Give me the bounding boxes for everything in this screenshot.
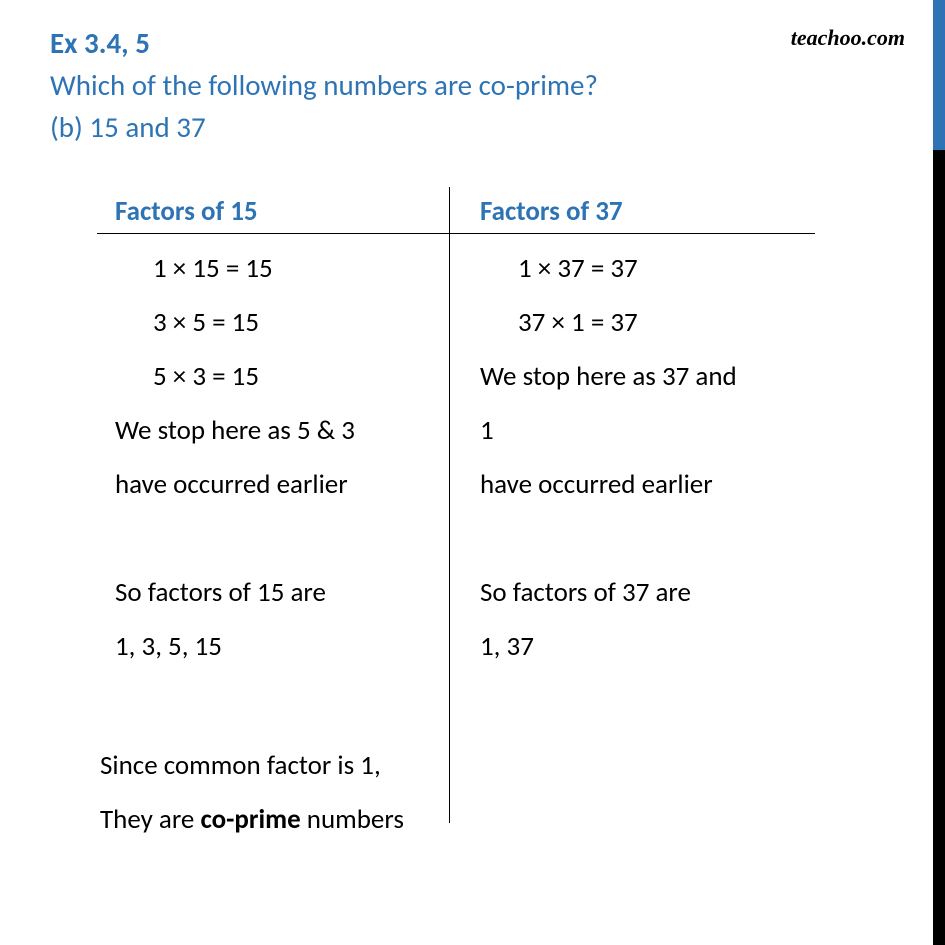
question-text: Which of the following numbers are co-pr…	[50, 67, 885, 103]
right-stop-note-2: have occurred earlier	[480, 458, 755, 512]
question-part: (b) 15 and 37	[50, 109, 885, 145]
factor-row: 5 × 3 = 15	[115, 350, 415, 404]
left-so-2: 1, 3, 5, 15	[115, 620, 415, 674]
factors-table: Factors of 15 1 × 15 = 15 3 × 5 = 15 5 ×…	[105, 195, 885, 694]
right-col-title: Factors of 37	[480, 195, 755, 228]
factor-row: 3 × 5 = 15	[115, 296, 415, 350]
right-stop-note-1: We stop here as 37 and 1	[480, 350, 755, 458]
right-so-1: So factors of 37 are	[480, 566, 755, 620]
factor-row: 1 × 37 = 37	[480, 242, 755, 296]
left-col-title: Factors of 15	[115, 195, 415, 228]
conclusion-line-2: They are co-prime numbers	[100, 793, 885, 847]
factor-row: 1 × 15 = 15	[115, 242, 415, 296]
conclusion-bold: co-prime	[200, 803, 300, 836]
right-so-2: 1, 37	[480, 620, 755, 674]
left-stop-note-1: We stop here as 5 & 3	[115, 404, 415, 458]
spacer	[480, 512, 755, 566]
brand-watermark: teachoo.com	[791, 25, 905, 51]
left-so-1: So factors of 15 are	[115, 566, 415, 620]
vertical-rule	[449, 187, 450, 823]
conclusion-prefix: They are	[100, 803, 200, 836]
conclusion-suffix: numbers	[301, 803, 404, 836]
factor-row: 37 × 1 = 37	[480, 296, 755, 350]
left-stop-note-2: have occurred earlier	[115, 458, 415, 512]
left-column: Factors of 15 1 × 15 = 15 3 × 5 = 15 5 ×…	[105, 195, 445, 694]
conclusion: Since common factor is 1, They are co-pr…	[100, 739, 885, 847]
horizontal-rule	[97, 233, 815, 234]
spacer	[115, 512, 415, 566]
exercise-label: Ex 3.4, 5	[50, 25, 885, 61]
page-content: teachoo.com Ex 3.4, 5 Which of the follo…	[0, 0, 945, 945]
conclusion-line-1: Since common factor is 1,	[100, 739, 885, 793]
right-column: Factors of 37 1 × 37 = 37 37 × 1 = 37 We…	[445, 195, 785, 694]
